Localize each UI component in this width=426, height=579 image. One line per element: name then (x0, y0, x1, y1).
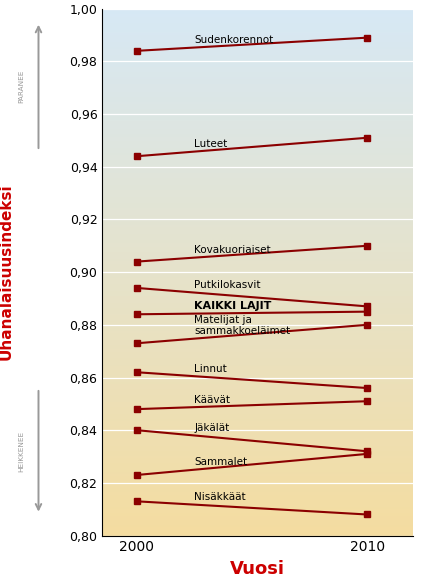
Text: HEIKKENEE: HEIKKENEE (18, 431, 24, 472)
Text: Sammalet: Sammalet (194, 457, 248, 467)
Text: Putkilokasvit: Putkilokasvit (194, 280, 261, 290)
Text: Kovakuoriaiset: Kovakuoriaiset (194, 245, 271, 255)
Text: Luteet: Luteet (194, 139, 227, 149)
Text: Matelijat ja
sammakkoeläimet: Matelijat ja sammakkoeläimet (194, 315, 291, 336)
Text: Nisäkkäät: Nisäkkäät (194, 492, 246, 502)
Y-axis label: Uhanalaisuusindeksi: Uhanalaisuusindeksi (0, 184, 14, 361)
X-axis label: Vuosi: Vuosi (230, 560, 285, 578)
Text: Käävät: Käävät (194, 394, 230, 405)
Text: KAIKKI LAJIT: KAIKKI LAJIT (194, 301, 272, 311)
Text: PARANEE: PARANEE (18, 70, 24, 104)
Text: Linnut: Linnut (194, 364, 227, 373)
Text: Sudenkorennot: Sudenkorennot (194, 35, 273, 45)
Text: Jäkälät: Jäkälät (194, 423, 230, 433)
